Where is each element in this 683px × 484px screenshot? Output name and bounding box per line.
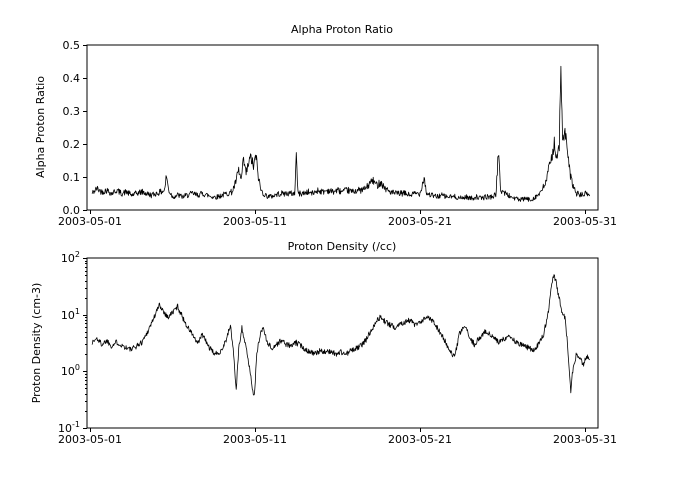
proton-density-line — [91, 274, 590, 396]
top-chart-title: Alpha Proton Ratio — [291, 23, 393, 36]
y-tick-label: 10-1 — [58, 420, 80, 435]
y-tick-label: 0.2 — [63, 138, 81, 151]
y-tick-label: 101 — [61, 307, 80, 322]
chart-1: 2003-05-01 2003-05-11 2003-05-21 2003-05-31… — [58, 250, 617, 446]
y-tick-label: 100 — [61, 363, 80, 378]
bottom-chart-ylabel: Proton Density (cm-3) — [30, 283, 43, 404]
x-tick-label: 2003-05-11 — [223, 215, 287, 228]
y-tick-label: 0.1 — [63, 171, 81, 184]
y-tick-label: 0.5 — [63, 39, 81, 52]
x-tick-label: 2003-05-21 — [388, 215, 452, 228]
x-tick-label: 2003-05-01 — [58, 433, 122, 446]
y-tick-label: 102 — [61, 250, 80, 265]
y-tick-label: 0.4 — [63, 72, 81, 85]
alpha-proton-ratio-line — [91, 65, 591, 202]
x-tick-label: 2003-05-11 — [223, 433, 287, 446]
chart-0: 2003-05-01 2003-05-11 2003-05-21 2003-05-31… — [58, 39, 617, 228]
y-tick-label: 0.3 — [63, 105, 81, 118]
x-tick-label: 2003-05-31 — [553, 433, 617, 446]
plot-frame — [86, 257, 599, 429]
y-tick-label: 0.0 — [63, 204, 81, 217]
plot-frame — [86, 44, 599, 211]
bottom-chart-title: Proton Density (/cc) — [288, 240, 397, 253]
top-chart-ylabel: Alpha Proton Ratio — [34, 76, 47, 178]
x-tick-label: 2003-05-01 — [58, 215, 122, 228]
x-tick-label: 2003-05-31 — [553, 215, 617, 228]
x-tick-label: 2003-05-21 — [388, 433, 452, 446]
